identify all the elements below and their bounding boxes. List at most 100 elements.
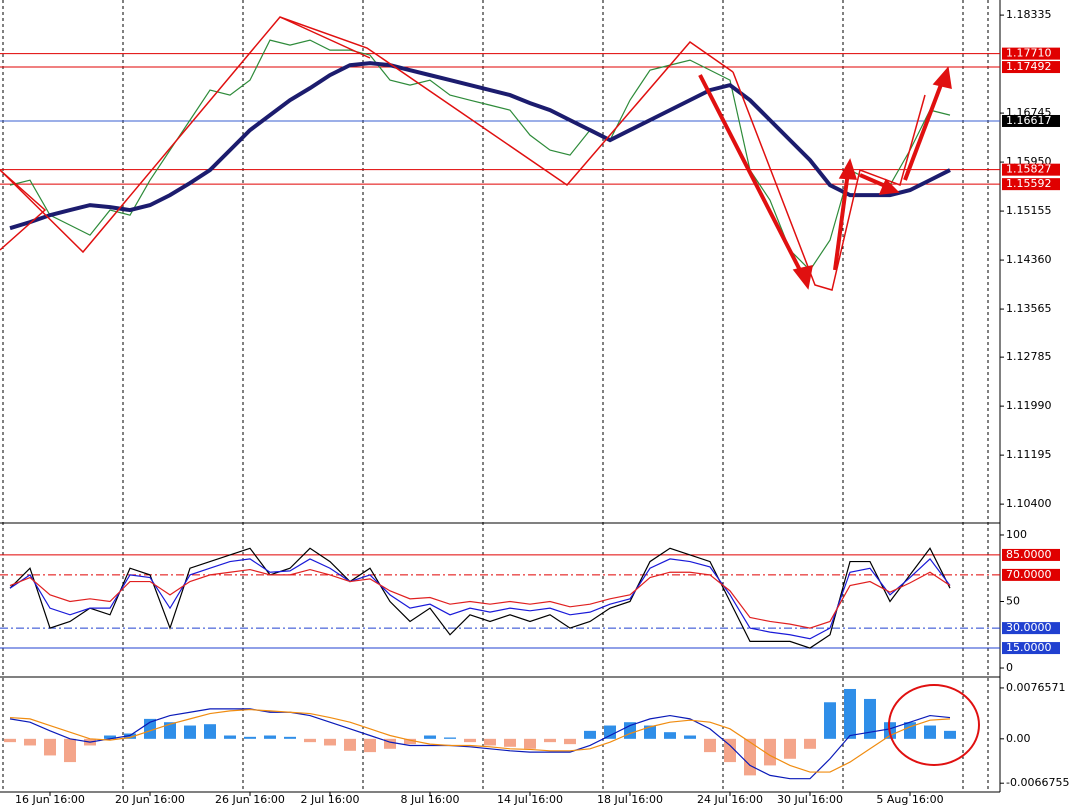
x-tick-label: 24 Jul 16:00 [697, 793, 763, 806]
arrowhead [838, 158, 858, 180]
histogram-bar [724, 738, 736, 763]
histogram-bar [524, 738, 536, 749]
x-tick-label: 2 Jul 16:00 [301, 793, 360, 806]
arrowhead [932, 66, 952, 89]
histogram-bar [104, 735, 116, 739]
histogram-bar [24, 738, 36, 746]
histogram-bar [824, 702, 836, 739]
y-tick-label: 0.00 [1006, 732, 1031, 745]
x-tick-label: 16 Jun 16:00 [15, 793, 85, 806]
level-label-box [1002, 622, 1060, 635]
arrow [833, 171, 850, 271]
histogram-bar [504, 738, 516, 747]
level-label: 1.15827 [1006, 163, 1052, 176]
level-label-box [1002, 568, 1060, 581]
level-label-box [1002, 642, 1060, 655]
level-label: 30.0000 [1006, 621, 1052, 634]
line-series [9, 558, 951, 640]
histogram-bar [364, 738, 376, 753]
level-label-box [1002, 114, 1060, 127]
histogram-bar [184, 725, 196, 739]
histogram-bar [544, 738, 556, 743]
y-tick-label: 50 [1006, 594, 1020, 607]
histogram-bar [584, 730, 596, 739]
y-tick-label: 1.10400 [1006, 497, 1052, 510]
histogram-bar [764, 738, 776, 766]
y-tick-label: 1.12785 [1006, 350, 1052, 363]
histogram-bar [904, 722, 916, 739]
level-label: 85.0000 [1006, 548, 1052, 561]
y-tick-label: 1.18335 [1006, 8, 1052, 21]
level-label-box [1002, 163, 1060, 176]
histogram-bar [644, 725, 656, 739]
histogram-bar [924, 725, 936, 739]
trend-lines [0, 16, 734, 254]
histogram-bar [484, 738, 496, 746]
line-series [9, 568, 951, 629]
histogram-bar [344, 738, 356, 751]
x-tick-label: 20 Jun 16:00 [115, 793, 185, 806]
y-tick-label: 1.14360 [1006, 253, 1052, 266]
histogram-bar [704, 738, 716, 753]
level-label: 70.0000 [1006, 568, 1052, 581]
histogram-bar [384, 738, 396, 749]
annotations [0, 16, 980, 766]
histogram-bar [284, 736, 296, 739]
x-tick-label: 8 Jul 16:00 [401, 793, 460, 806]
separators [0, 0, 1001, 793]
histogram-bar [204, 724, 216, 739]
level-label: 15.0000 [1006, 641, 1052, 654]
histogram-bar [564, 738, 576, 745]
level-label-box [1002, 47, 1060, 60]
y-tick-label: 0 [1006, 661, 1013, 674]
arrowhead [792, 265, 813, 290]
y-tick-label: 1.11990 [1006, 399, 1052, 412]
histogram-bar [164, 722, 176, 739]
y-tick-label: 1.11195 [1006, 448, 1052, 461]
histogram-bar [804, 738, 816, 749]
histogram-bar [44, 738, 56, 756]
x-tick-label: 14 Jul 16:00 [497, 793, 563, 806]
y-tick-label: -0.0066755 [1006, 776, 1069, 789]
x-tick-label: 26 Jun 16:00 [215, 793, 285, 806]
line-series [9, 708, 951, 773]
histogram-bar [844, 688, 856, 739]
plot: 1.183351.167451.159501.151551.143601.135… [0, 8, 1069, 806]
histogram-bar [304, 738, 316, 743]
x-tick-label: 30 Jul 16:00 [777, 793, 843, 806]
level-label: 1.17492 [1006, 60, 1052, 73]
level-label: 1.17710 [1006, 47, 1052, 60]
arrowhead [878, 178, 900, 195]
trend-lines [732, 71, 926, 291]
level-label-box [1002, 548, 1060, 561]
histogram-bar [424, 735, 436, 739]
highlight-circle [888, 684, 980, 766]
histogram-bar [444, 737, 456, 739]
histogram-bar [664, 732, 676, 739]
level-label: 1.16617 [1006, 114, 1052, 127]
histogram-bar [264, 735, 276, 739]
level-label-box [1002, 61, 1060, 74]
y-tick-label: 1.15155 [1006, 204, 1052, 217]
y-tick-label: 100 [1006, 528, 1027, 541]
histogram-bar [224, 735, 236, 739]
histogram-bar [4, 738, 16, 743]
trend-lines [279, 16, 371, 59]
line-series [9, 61, 951, 231]
histogram-bar [124, 733, 136, 739]
histogram-bar [864, 698, 876, 739]
histogram-bar [784, 738, 796, 759]
y-tick-label: 0.0076571 [1006, 681, 1066, 694]
histogram-bar [684, 735, 696, 739]
histogram-bar [464, 738, 476, 743]
x-tick-label: 18 Jul 16:00 [597, 793, 663, 806]
histogram-bar [244, 736, 256, 739]
histogram-bar [944, 730, 956, 739]
line-series [9, 547, 951, 649]
histogram-bar [404, 738, 416, 745]
histogram-bar [64, 738, 76, 763]
histogram-bar [604, 725, 616, 739]
period-separators [2, 0, 989, 792]
arrow [698, 74, 807, 281]
